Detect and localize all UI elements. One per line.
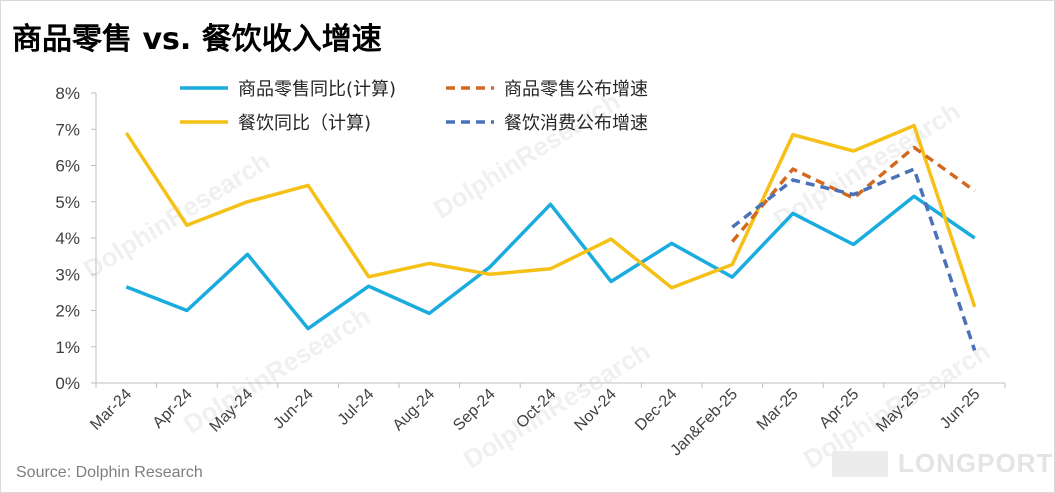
- chart-title: 商品零售 vs. 餐饮收入增速: [12, 22, 382, 57]
- y-tick-label: 0%: [55, 374, 80, 393]
- series-line-4: [731, 167, 977, 351]
- x-tick-label: Mar-25: [754, 386, 802, 434]
- source-note: Source: Dolphin Research: [16, 464, 203, 481]
- x-tick-label: Jun-25: [937, 386, 984, 433]
- x-tick-label: Apr-24: [150, 386, 196, 432]
- series-group: [124, 123, 977, 351]
- y-tick-label: 4%: [55, 229, 80, 248]
- x-tick-label: Jun-24: [270, 386, 317, 433]
- x-tick-label: Jul-24: [335, 386, 378, 429]
- x-tick-label: May-25: [873, 386, 923, 436]
- y-tick-label: 8%: [55, 84, 80, 103]
- series-line-1: [125, 194, 976, 331]
- y-tick-label: 2%: [55, 302, 80, 321]
- logo-mark-icon: [832, 450, 888, 477]
- logo-text: LONGPORT: [898, 448, 1054, 478]
- x-tick-label: Oct-24: [513, 386, 559, 432]
- legend-label-2: 餐饮同比（计算): [238, 113, 371, 134]
- legend-label-1: 商品零售同比(计算): [238, 79, 396, 100]
- x-tick-label: Aug-24: [390, 386, 439, 435]
- series-line-2: [124, 123, 977, 308]
- y-tick-label: 7%: [55, 120, 80, 139]
- x-tick-label: Dec-24: [632, 386, 681, 435]
- y-tick-label: 6%: [55, 157, 80, 176]
- x-tick-label: Nov-24: [571, 386, 620, 435]
- x-tick-label: Apr-25: [816, 386, 862, 432]
- y-tick-label: 1%: [55, 338, 80, 357]
- x-tick-label: Mar-24: [87, 386, 135, 434]
- y-tick-label: 5%: [55, 193, 80, 212]
- legend-label-3: 商品零售公布增速: [504, 79, 648, 100]
- legend-label-4: 餐饮消费公布增速: [504, 113, 648, 134]
- longport-logo: LONGPORT: [832, 448, 1053, 479]
- x-tick-label: May-24: [207, 386, 257, 436]
- y-tick-label: 3%: [55, 265, 80, 284]
- x-tick-label: Sep-24: [450, 386, 499, 435]
- series-line-3: [730, 145, 976, 243]
